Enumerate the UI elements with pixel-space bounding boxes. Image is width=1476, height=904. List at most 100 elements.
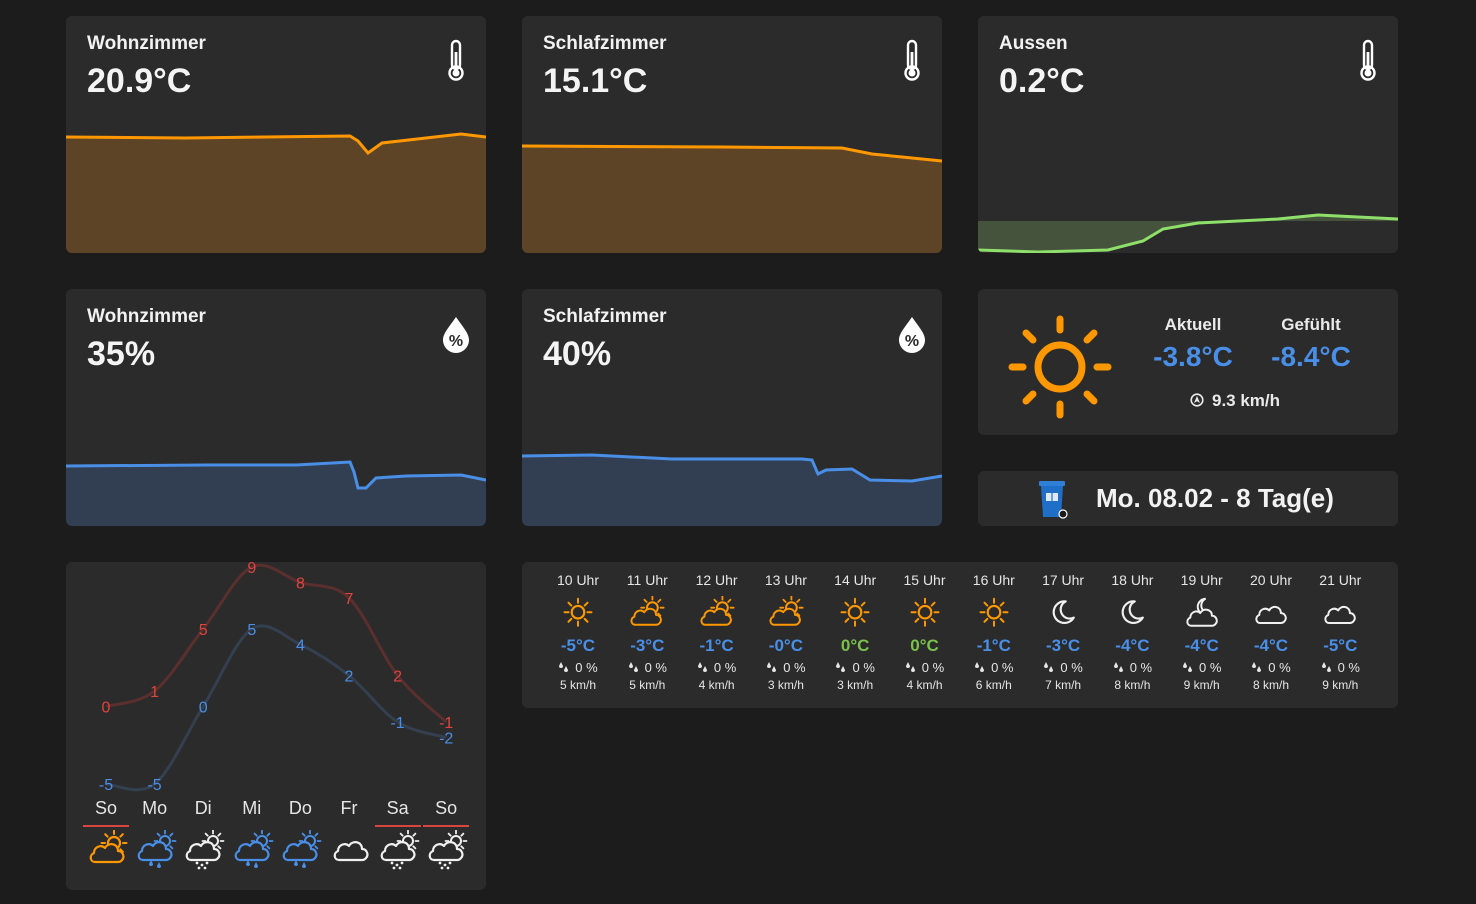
- hourly-item: 17 Uhr -3°C 0 % 7 km/h: [1029, 572, 1097, 692]
- low-temp-value-label: 4: [296, 638, 305, 655]
- moon-icon: [1122, 600, 1145, 625]
- current-weather-card[interactable]: Aktuell -3.8°C Gefühlt -8.4°C 9.3 km/h: [978, 289, 1398, 435]
- moon-icon: [1052, 600, 1075, 625]
- hourly-item: 10 Uhr -5°C 0 % 5 km/h: [544, 572, 612, 692]
- hour-wind: 6 km/h: [975, 678, 1012, 692]
- partly-cloudy-icon: [769, 595, 804, 626]
- hour-precipitation: 0 %: [960, 660, 1028, 675]
- sensor-card-living-humidity[interactable]: Wohnzimmer 35% %: [66, 289, 486, 526]
- sensor-card-bedroom-humidity[interactable]: Schlafzimmer 40% %: [522, 289, 942, 526]
- hour-precipitation: 0 %: [752, 660, 820, 675]
- day-label: So: [94, 798, 118, 818]
- day-weather-icon: [281, 829, 323, 870]
- hour-precipitation: 0 %: [1306, 660, 1374, 675]
- hour-time: 14 Uhr: [834, 572, 877, 588]
- hour-precipitation: 0 %: [821, 660, 889, 675]
- raindrops-icon: [767, 662, 777, 672]
- raindrops-icon: [1044, 662, 1054, 672]
- sensor-card-living-temp[interactable]: Wohnzimmer 20.9°C: [66, 16, 486, 253]
- thermometer-icon: [904, 39, 920, 81]
- hour-temp: -4°C: [1253, 636, 1289, 655]
- high-temp-value-label: 9: [247, 562, 256, 577]
- hour-icon-wrap: [905, 596, 945, 632]
- hourly-forecast-card[interactable]: 10 Uhr -5°C 0 % 5 km/h 11 Uhr -3°C 0 % 5 km/h 12…: [522, 562, 1398, 708]
- hour-temp: -3°C: [1045, 636, 1081, 655]
- hour-temp: -1°C: [699, 636, 734, 655]
- hour-precipitation: 0 %: [1168, 660, 1236, 675]
- high-temp-value-label: 5: [199, 622, 208, 639]
- temperature-history-graph: [978, 213, 1398, 253]
- hour-prec-value: 0 %: [991, 660, 1014, 675]
- day-weather-icon: [184, 829, 226, 870]
- raindrops-icon: [1113, 662, 1123, 672]
- hour-temp: -1°C: [976, 636, 1011, 655]
- sensor-card-bedroom-temp[interactable]: Schlafzimmer 15.1°C: [522, 16, 942, 253]
- raindrops-icon: [628, 662, 638, 672]
- hour-icon-wrap: [974, 596, 1014, 632]
- hourly-item: 19 Uhr -4°C 0 % 9 km/h: [1168, 572, 1236, 692]
- hour-icon-wrap: [627, 595, 667, 632]
- low-temp-value-label: 0: [199, 700, 208, 717]
- high-temp-value-label: 0: [102, 700, 111, 717]
- hour-temp: 0°C: [910, 636, 939, 655]
- snow-cloud-icon: [185, 829, 225, 870]
- hour-time: 20 Uhr: [1249, 572, 1293, 588]
- hour-prec-value: 0 %: [783, 660, 806, 675]
- hour-wind: 9 km/h: [1322, 678, 1359, 692]
- hour-time: 12 Uhr: [695, 572, 738, 588]
- weekend-underline: [374, 825, 421, 827]
- raindrops-icon: [975, 662, 985, 672]
- humidity-history-graph: [66, 460, 486, 526]
- trash-collection-card[interactable]: Mo. 08.02 - 8 Tag(e): [978, 471, 1398, 526]
- wind-direction-icon: [1190, 393, 1204, 407]
- hourly-item: 18 Uhr -4°C 0 % 8 km/h: [1098, 572, 1166, 692]
- hour-time: 19 Uhr: [1180, 572, 1223, 588]
- sensor-name: Aussen: [999, 33, 1068, 54]
- hourly-item: 16 Uhr -1°C 0 % 6 km/h: [960, 572, 1028, 692]
- rain-cloud-icon: [234, 829, 274, 868]
- trash-date: Mo. 08.02 - 8 Tag(e): [1096, 483, 1334, 513]
- hour-wind: 7 km/h: [1045, 678, 1082, 692]
- hour-time: 10 Uhr: [556, 572, 600, 588]
- low-temp-value-label: -5: [99, 777, 113, 794]
- sensor-value: 0.2°C: [999, 62, 1085, 100]
- raindrops-icon: [559, 662, 569, 672]
- hour-prec-value: 0 %: [713, 660, 737, 675]
- daily-forecast-card[interactable]: 0 1 5 9 8 7 2 -1 -5 -5 0 5 4 2 -1 -2 So Mo Di Mi Do Fr Sa So: [66, 562, 486, 890]
- sun-icon: [840, 597, 870, 627]
- humidity-icon: %: [899, 317, 925, 353]
- cloud-icon: [1324, 605, 1357, 624]
- hour-time: 13 Uhr: [764, 572, 807, 588]
- day-label: So: [435, 798, 458, 818]
- day-label: Fr: [340, 798, 358, 818]
- partly-cloudy-icon: [89, 829, 128, 864]
- hour-wind: 3 km/h: [767, 678, 804, 692]
- hour-icon-wrap: [1112, 596, 1152, 632]
- hour-precipitation: 0 %: [1098, 660, 1166, 675]
- rain-cloud-icon: [283, 829, 322, 868]
- sensor-card-outside-temp[interactable]: Aussen 0.2°C: [978, 16, 1398, 253]
- hour-temp: -0°C: [768, 636, 803, 655]
- sensor-value: 15.1°C: [543, 62, 648, 100]
- hour-precipitation: 0 %: [613, 660, 681, 675]
- cloud-icon: [333, 841, 369, 862]
- hour-wind: 5 km/h: [629, 678, 666, 692]
- hour-wind: 8 km/h: [1252, 678, 1289, 692]
- hour-icon-wrap: [558, 596, 598, 632]
- hour-time: 21 Uhr: [1319, 572, 1362, 588]
- low-temp-value-label: 5: [247, 622, 256, 639]
- raindrops-icon: [836, 662, 846, 672]
- day-weather-icon: [427, 829, 469, 870]
- sun-icon: [1008, 315, 1112, 419]
- day-label: Do: [288, 798, 312, 818]
- actual-value: -3.8°C: [1153, 341, 1233, 372]
- day-label: Di: [194, 798, 212, 818]
- sensor-value: 20.9°C: [87, 62, 192, 100]
- sun-icon: [979, 597, 1009, 627]
- raindrops-icon: [905, 662, 915, 672]
- current-wind: 9.3 km/h: [1190, 391, 1280, 411]
- high-temp-value-label: -1: [439, 715, 453, 732]
- rain-cloud-icon: [137, 829, 176, 868]
- hour-temp: -4°C: [1184, 636, 1219, 655]
- raindrops-icon: [697, 662, 707, 672]
